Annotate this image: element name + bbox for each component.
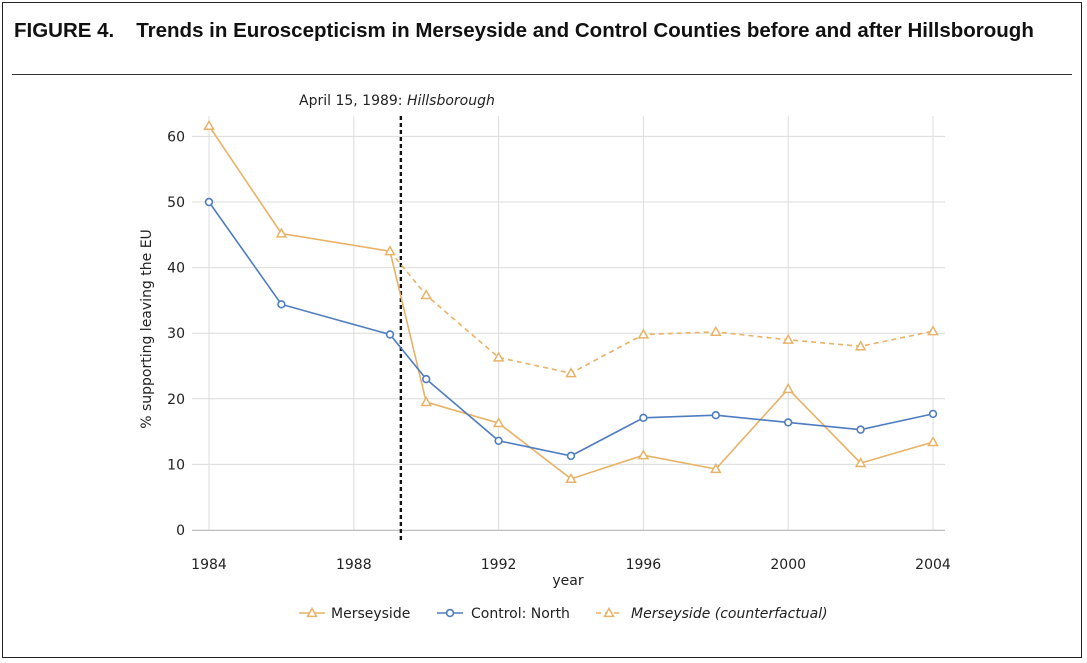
data-point xyxy=(782,382,794,394)
legend-marker xyxy=(445,608,455,618)
event-label-date: April 15, 1989: xyxy=(299,93,407,109)
legend-label: Control: North xyxy=(471,606,570,622)
title-divider xyxy=(12,74,1072,75)
series-control-north xyxy=(204,197,938,461)
data-point xyxy=(565,367,577,378)
legend-label: Merseyside xyxy=(331,606,410,622)
data-point xyxy=(494,436,503,445)
data-point xyxy=(492,417,505,428)
y-tick-label: 0 xyxy=(176,523,185,539)
data-point xyxy=(204,197,214,207)
x-tick-label: 2000 xyxy=(770,557,806,573)
data-point xyxy=(384,245,396,256)
y-tick-label: 50 xyxy=(167,195,185,211)
data-point xyxy=(782,333,794,344)
x-tick-label: 1984 xyxy=(191,557,227,573)
data-point xyxy=(639,413,648,423)
event-label-name: Hillsborough xyxy=(407,93,495,109)
y-axis-title: % supporting leaving the EU xyxy=(139,229,155,429)
data-point xyxy=(710,325,722,337)
event-label: April 15, 1989: Hillsborough xyxy=(299,93,495,109)
data-point xyxy=(422,374,431,384)
x-axis-title: year xyxy=(552,573,583,589)
y-tick-label: 20 xyxy=(167,392,185,408)
y-tick-label: 60 xyxy=(167,129,185,145)
gridlines xyxy=(192,116,945,531)
x-tick-label: 1992 xyxy=(481,557,517,573)
x-tick-label: 2004 xyxy=(915,557,951,573)
data-point xyxy=(275,227,288,238)
data-point xyxy=(637,328,650,339)
data-point xyxy=(711,411,720,420)
y-tick-label: 30 xyxy=(167,326,185,342)
legend-label: Merseyside (counterfactual) xyxy=(631,606,828,622)
data-point xyxy=(710,462,722,474)
x-tick-label: 1996 xyxy=(626,557,662,573)
data-point xyxy=(565,472,577,483)
y-tick-label: 10 xyxy=(167,457,185,473)
data-point xyxy=(783,418,793,427)
data-point xyxy=(277,300,286,309)
data-point xyxy=(927,436,939,447)
data-point xyxy=(854,457,867,468)
y-tick-label: 40 xyxy=(167,261,185,277)
data-point xyxy=(203,119,215,131)
series-merseyside xyxy=(203,119,939,483)
legend-item: Merseyside (counterfactual) xyxy=(596,606,828,622)
data-point xyxy=(420,289,432,300)
figure-title: FIGURE 4. Trends in Euroscepticism in Mer… xyxy=(14,20,1054,42)
figure-title-text: Trends in Euroscepticism in Merseyside a… xyxy=(136,19,1034,42)
data-point xyxy=(566,451,576,461)
legend-marker xyxy=(603,606,615,618)
legend-item: Merseyside xyxy=(299,606,410,622)
data-point xyxy=(928,409,938,419)
data-point xyxy=(385,330,395,339)
legend-item: Control: North xyxy=(437,606,570,622)
data-point xyxy=(856,425,865,434)
data-point xyxy=(927,325,939,336)
series-line xyxy=(389,250,934,375)
series-merseyside-counterfactual xyxy=(389,250,939,378)
data-point xyxy=(854,340,867,351)
data-point xyxy=(492,351,505,362)
legend-marker xyxy=(306,606,318,618)
data-point xyxy=(637,449,650,460)
data-point xyxy=(420,396,432,407)
x-tick-label: 1988 xyxy=(336,557,372,573)
figure-label: FIGURE 4. xyxy=(14,19,115,42)
legend: Merseyside Control: North Merseyside (coun… xyxy=(299,606,828,622)
